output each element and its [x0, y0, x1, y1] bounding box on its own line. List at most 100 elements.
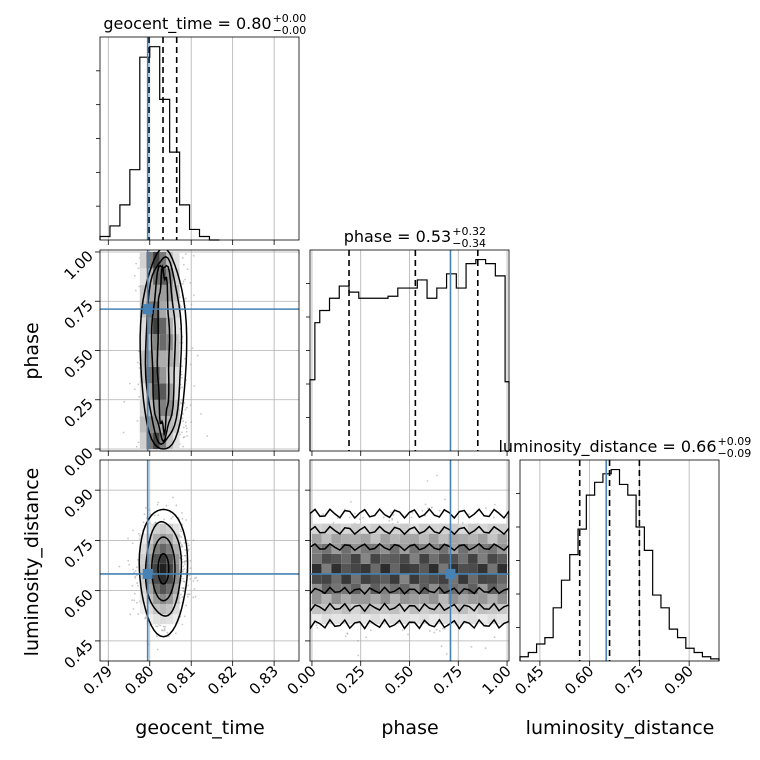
density-cell — [159, 366, 167, 384]
sample-point — [181, 257, 184, 259]
density-cell — [477, 583, 488, 594]
sample-point — [162, 625, 165, 628]
sample-point — [182, 445, 185, 448]
density-cell — [389, 614, 400, 625]
x-tick-label: 0.82 — [204, 662, 240, 698]
density-cell — [139, 350, 147, 367]
sample-point — [185, 379, 188, 381]
histogram-luminosity_distance — [519, 468, 720, 661]
density-cell — [331, 614, 342, 625]
density-cell — [429, 614, 439, 625]
sample-point — [148, 509, 151, 511]
sample-point — [184, 563, 186, 566]
density-cell — [409, 594, 420, 605]
sample-point — [358, 518, 361, 520]
density-cell — [370, 604, 381, 615]
density-cell — [389, 604, 400, 615]
density-cell — [497, 573, 508, 584]
density-cell — [321, 573, 332, 584]
sample-point — [179, 401, 182, 404]
x-tick-label: 0.50 — [381, 662, 417, 698]
density-cell — [350, 563, 361, 574]
density-cell — [360, 543, 371, 554]
sample-point — [183, 401, 186, 404]
sample-point — [166, 631, 169, 634]
density-cell — [477, 553, 488, 564]
sample-point — [170, 517, 173, 520]
sample-point — [186, 268, 189, 271]
grid-lines — [107, 37, 275, 240]
y-tick-label: 0.45 — [60, 636, 96, 672]
density-cell — [166, 573, 173, 584]
sample-point — [134, 575, 137, 578]
density-cell — [389, 573, 400, 584]
sample-point — [145, 616, 147, 619]
density-cell — [153, 350, 160, 367]
sample-point — [136, 558, 139, 561]
density-cell — [321, 594, 332, 605]
density-cell — [389, 583, 400, 594]
density-cell — [172, 523, 180, 534]
sample-point — [181, 511, 183, 514]
sample-point — [127, 537, 129, 540]
density-cell — [172, 366, 180, 384]
sample-point — [181, 517, 184, 520]
density-cell — [139, 553, 147, 564]
truth-marker — [445, 568, 456, 579]
sample-point — [468, 513, 470, 516]
density-cell — [159, 553, 167, 564]
sample-point — [485, 507, 487, 510]
sample-point — [336, 517, 339, 519]
sample-point — [137, 441, 140, 444]
density-cell — [146, 523, 154, 534]
sample-point — [137, 613, 140, 615]
contour-line — [157, 553, 170, 585]
sample-point — [391, 517, 394, 520]
density-cell — [166, 523, 173, 534]
density-cell — [321, 533, 332, 544]
density-cell — [438, 543, 449, 554]
density-cell — [172, 573, 180, 584]
sample-point — [346, 632, 349, 635]
sample-point — [133, 571, 136, 574]
density-cell — [341, 614, 351, 625]
sample-point — [156, 648, 159, 651]
sample-point — [183, 435, 186, 438]
density-cell — [139, 432, 147, 450]
density-cell — [468, 523, 478, 534]
density-cell — [153, 614, 160, 625]
sample-point — [348, 516, 351, 519]
sample-point — [133, 599, 136, 602]
sample-point — [190, 421, 193, 423]
density-cell — [360, 583, 371, 594]
sample-point — [470, 645, 473, 648]
sample-point — [187, 544, 190, 547]
density-cell — [497, 594, 508, 605]
density-cell — [172, 416, 180, 433]
density-cell — [139, 399, 147, 417]
density-cell — [139, 604, 147, 615]
density-cell — [172, 614, 180, 625]
sample-point — [316, 626, 319, 629]
panel-2-0: 0.79 0.80 0.81 0.82 0.83 0.45 0.60 0.75 0.90 — [60, 459, 300, 698]
sample-point — [182, 280, 185, 283]
sample-point — [193, 385, 196, 387]
density-cell — [153, 533, 160, 544]
sample-point — [181, 596, 184, 598]
density-cell — [166, 563, 173, 574]
density-cell — [487, 543, 498, 554]
density-cell — [370, 533, 381, 544]
density-cell — [153, 583, 160, 594]
density-cell — [389, 563, 400, 574]
sample-point — [157, 501, 160, 504]
contour-line — [156, 263, 171, 438]
density-cell — [311, 604, 322, 615]
density-cell — [172, 317, 180, 335]
sample-point — [391, 519, 394, 521]
sample-point — [189, 363, 192, 366]
density-cell — [321, 523, 332, 534]
density-cell — [419, 553, 430, 564]
density-cell — [146, 583, 154, 594]
sample-point — [181, 365, 183, 368]
